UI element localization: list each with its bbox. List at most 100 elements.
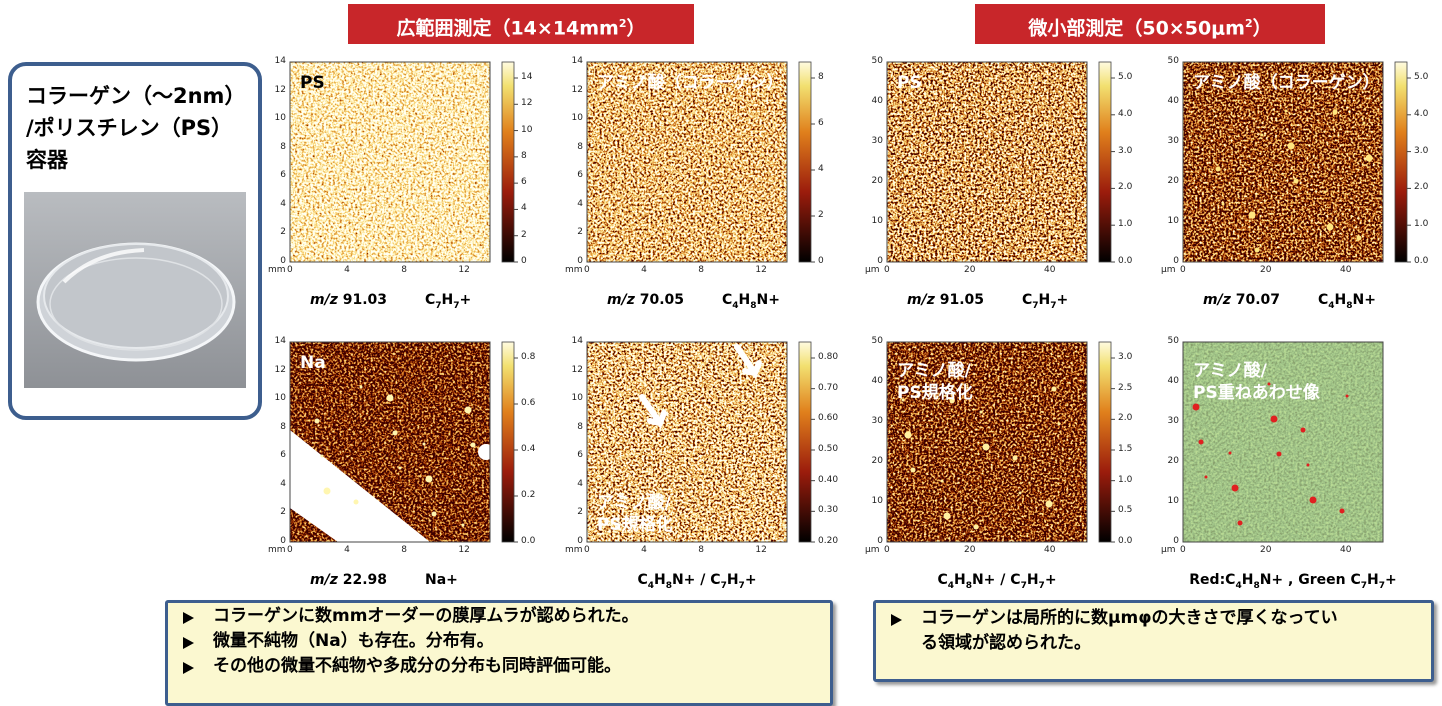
caption-mz: m/z 22.98 bbox=[310, 572, 387, 588]
x-tick-label: 12 bbox=[458, 545, 469, 555]
colorbar-label: 0.0 bbox=[1118, 256, 1132, 266]
colorbar-label: 2.0 bbox=[1414, 182, 1428, 192]
bullet-arrow bbox=[183, 637, 194, 649]
colorbar-label: 1.0 bbox=[1118, 475, 1132, 485]
colorbar-label: 5.0 bbox=[1414, 72, 1428, 82]
x-tick-label: 40 bbox=[1340, 265, 1351, 275]
note-item: その他の微量不純物や多成分の分布も同時評価可能。 bbox=[165, 654, 827, 679]
label-line: Na bbox=[300, 352, 326, 374]
label-line: アミノ酸/ bbox=[897, 360, 973, 382]
mass: 22.98 bbox=[343, 572, 387, 588]
label-line: アミノ酸（コラーゲン） bbox=[1193, 72, 1380, 94]
caption-mz: m/z 70.07 bbox=[1203, 292, 1280, 308]
text-part: 2 bbox=[1245, 17, 1253, 30]
y-tick-label: 14 bbox=[565, 336, 583, 346]
text-part: C bbox=[1318, 292, 1328, 308]
text-part: ） bbox=[627, 17, 646, 39]
caption-formula: Na+ bbox=[425, 572, 458, 588]
y-tick-label: 8 bbox=[268, 422, 286, 432]
caption-mz: m/z 70.05 bbox=[607, 292, 684, 308]
panel-label: アミノ酸（コラーゲン） bbox=[597, 72, 784, 94]
y-tick-label: 2 bbox=[565, 227, 583, 237]
text-part: ） bbox=[1253, 17, 1272, 39]
y-tick-label: 30 bbox=[1161, 136, 1179, 146]
y-tick-label: 30 bbox=[865, 416, 883, 426]
caption-formula: C4H8N+ bbox=[1318, 292, 1376, 311]
axis-unit: μm bbox=[1161, 545, 1176, 555]
bullet-arrow bbox=[183, 612, 194, 624]
axis-unit: mm bbox=[565, 265, 583, 275]
text-part: H bbox=[442, 292, 454, 308]
y-tick-label: 40 bbox=[865, 376, 883, 386]
y-tick-label: 4 bbox=[565, 479, 583, 489]
y-tick-label: 12 bbox=[565, 365, 583, 375]
text-part: N+ bbox=[757, 292, 780, 308]
y-tick-label: 6 bbox=[268, 170, 286, 180]
y-tick-label: 12 bbox=[268, 365, 286, 375]
y-tick-label: 10 bbox=[1161, 216, 1179, 226]
panel-label: アミノ酸/PS規格化 bbox=[897, 360, 973, 404]
y-tick-label: 40 bbox=[865, 96, 883, 106]
text-part: H bbox=[954, 572, 966, 588]
text-part: H bbox=[1039, 292, 1051, 308]
mass: 70.07 bbox=[1236, 292, 1280, 308]
section-header: 広範囲測定（14×14mm2） bbox=[348, 4, 694, 44]
colorbar-label: 0.4 bbox=[521, 444, 535, 454]
text-part: H bbox=[1367, 572, 1379, 588]
colorbar-label: 8 bbox=[521, 151, 527, 161]
note-item: コラーゲンに数mmオーダーの膜厚ムラが認められた。 bbox=[165, 604, 827, 629]
caption-formula: C7H7+ bbox=[1022, 292, 1068, 311]
colorbar-label: 1.0 bbox=[1118, 219, 1132, 229]
colorbar bbox=[1099, 342, 1111, 542]
colorbar bbox=[502, 62, 514, 262]
note-item: コラーゲンは局所的に数μmφの大きさで厚くなっている領域が認められた。 bbox=[873, 606, 1343, 656]
y-tick-label: 10 bbox=[865, 496, 883, 506]
colorbar-label: 0.60 bbox=[818, 413, 838, 423]
caption-formula: C4H8N+ / C7H7+ bbox=[577, 572, 817, 591]
note-item: 微量不純物（Na）も存在。分布有。 bbox=[165, 629, 827, 654]
text-part: 2 bbox=[619, 17, 627, 30]
colorbar-label: 14 bbox=[521, 72, 532, 82]
bullet-arrow bbox=[891, 614, 902, 626]
colorbar-label: 6 bbox=[818, 118, 824, 128]
colorbar bbox=[799, 62, 811, 262]
colorbar-label: 3.0 bbox=[1414, 146, 1428, 156]
y-tick-label: 10 bbox=[1161, 496, 1179, 506]
caption-formula: C7H7+ bbox=[425, 292, 471, 311]
text-part: H bbox=[1242, 572, 1254, 588]
y-tick-label: 30 bbox=[1161, 416, 1179, 426]
x-tick-label: 0 bbox=[287, 545, 293, 555]
y-tick-label: 6 bbox=[268, 450, 286, 460]
axis-unit: mm bbox=[565, 545, 583, 555]
colorbar-label: 0.8 bbox=[521, 352, 535, 362]
note-text: コラーゲンは局所的に数μmφの大きさで厚くなっている領域が認められた。 bbox=[921, 608, 1338, 653]
label-line: アミノ酸（コラーゲン） bbox=[597, 72, 784, 94]
y-tick-label: 2 bbox=[565, 507, 583, 517]
text-part: H bbox=[727, 572, 739, 588]
x-tick-label: 4 bbox=[641, 265, 647, 275]
text-part: N+ / C bbox=[672, 572, 721, 588]
note-text: コラーゲンに数mmオーダーの膜厚ムラが認められた。 bbox=[213, 606, 639, 626]
y-tick-label: 2 bbox=[268, 227, 286, 237]
y-tick-label: 12 bbox=[268, 85, 286, 95]
text-part: C bbox=[1022, 292, 1032, 308]
y-tick-label: 10 bbox=[268, 393, 286, 403]
y-tick-label: 12 bbox=[565, 85, 583, 95]
x-tick-label: 0 bbox=[1180, 545, 1186, 555]
x-tick-label: 0 bbox=[287, 265, 293, 275]
colorbar-label: 2.5 bbox=[1118, 383, 1132, 393]
y-tick-label: 4 bbox=[268, 479, 286, 489]
colorbar-label: 3.0 bbox=[1118, 352, 1132, 362]
x-tick-label: 12 bbox=[458, 265, 469, 275]
label-line: PS bbox=[300, 72, 325, 94]
sample-text: /ポリスチレン（PS） bbox=[26, 112, 232, 144]
y-tick-label: 10 bbox=[268, 113, 286, 123]
text-part: N+ bbox=[1353, 292, 1376, 308]
mass: 91.05 bbox=[940, 292, 984, 308]
label-line: PS bbox=[897, 72, 922, 94]
x-tick-label: 4 bbox=[641, 545, 647, 555]
note-text: 微量不純物（Na）も存在。分布有。 bbox=[213, 631, 494, 651]
mz-label: m/z bbox=[310, 292, 338, 308]
y-tick-label: 50 bbox=[865, 336, 883, 346]
x-tick-label: 8 bbox=[401, 545, 407, 555]
